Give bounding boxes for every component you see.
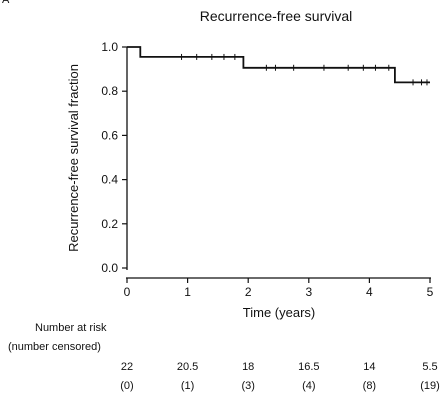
censored-value: (19)	[420, 380, 440, 392]
x-axis-label: Time (years)	[243, 305, 315, 320]
y-tick-label: 0.6	[101, 128, 118, 142]
x-tick-label: 4	[366, 285, 373, 299]
at-risk-value: 22	[120, 361, 134, 373]
censored-value: (8)	[362, 380, 377, 392]
x-tick-label: 0	[124, 285, 131, 299]
risk-table-subtitle: (number censored)	[8, 341, 101, 353]
y-tick-label: 0.0	[101, 261, 118, 275]
y-tick-label: 0.2	[101, 217, 118, 231]
x-tick-label: 2	[245, 285, 252, 299]
x-tick-label: 5	[427, 285, 434, 299]
censored-value: (0)	[120, 380, 134, 392]
risk-table-title: Number at risk	[35, 322, 107, 334]
censored-value: (3)	[241, 380, 255, 392]
censored-value: (4)	[302, 380, 316, 392]
x-tick-label: 3	[305, 285, 312, 299]
at-risk-value: 16.5	[298, 361, 320, 373]
at-risk-value: 20.5	[176, 361, 199, 373]
x-tick-label: 1	[184, 285, 191, 299]
axis-ticks: 0.0 0.2 0.4 0.6 0.8 1.0 0 1 2 3 4 5	[101, 40, 433, 299]
panel-label: A	[2, 0, 10, 6]
censored-value: (1)	[180, 380, 195, 392]
y-tick-label: 0.8	[101, 84, 118, 98]
survival-curve	[127, 46, 430, 84]
y-tick-label: 1.0	[101, 40, 118, 54]
at-risk-value: 5.5	[422, 361, 438, 373]
at-risk-value: 18	[242, 361, 255, 373]
y-axis-label: Recurrence-free survival fraction	[66, 64, 81, 252]
y-tick-label: 0.4	[101, 173, 118, 187]
at-risk-value: 14	[363, 361, 376, 373]
chart-title: Recurrence-free survival	[200, 8, 353, 24]
survival-curve-group	[127, 46, 430, 86]
axes	[126, 47, 431, 279]
